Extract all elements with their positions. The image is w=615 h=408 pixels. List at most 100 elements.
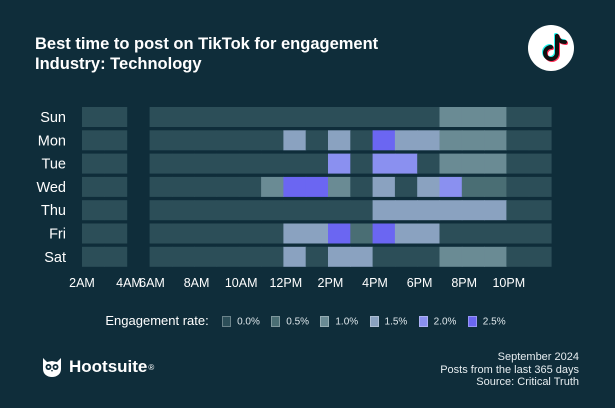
heatmap-cell	[461, 107, 485, 127]
heatmap-cell	[506, 107, 530, 127]
row-label: Thu	[41, 203, 66, 219]
footer-source: Source: Critical Truth	[476, 376, 579, 388]
legend-swatch	[320, 316, 330, 328]
heatmap-cell	[82, 223, 105, 244]
heatmap-cell	[82, 200, 105, 221]
legend-item: 2.0%	[418, 314, 456, 328]
heatmap-cell	[194, 246, 218, 267]
heatmap-cell	[305, 107, 329, 127]
x-tick-label: 6AM	[139, 276, 165, 290]
heatmap-cell	[484, 246, 507, 267]
heatmap-cell	[261, 130, 284, 151]
legend-item: 1.5%	[369, 314, 408, 328]
heatmap-cell	[104, 153, 128, 174]
legend-label: 2.5%	[482, 316, 506, 328]
heatmap-cell	[417, 200, 441, 221]
heatmap-cell	[82, 130, 105, 151]
heatmap-cell	[261, 107, 284, 127]
heatmap-cell	[484, 200, 507, 221]
heatmap-cell	[350, 223, 374, 244]
x-tick-label: 6PM	[407, 276, 433, 290]
heatmap-cell	[216, 200, 240, 221]
heatmap-cell	[305, 200, 329, 221]
hootsuite-logo: Hootsuite ®	[40, 354, 154, 380]
heatmap-cell	[194, 200, 218, 221]
heatmap-cell	[394, 153, 418, 174]
legend-item: 0.5%	[271, 314, 309, 328]
heatmap-cell	[439, 107, 463, 127]
row-label: Mon	[38, 133, 66, 149]
heatmap-cell	[261, 153, 284, 174]
heatmap-cell	[328, 153, 351, 174]
heatmap-cell	[372, 107, 396, 127]
heatmap-cell	[149, 107, 173, 127]
heatmap-cell	[104, 176, 128, 197]
legend-item: 0.0%	[222, 314, 260, 328]
legend-label: 1.5%	[384, 316, 408, 328]
heatmap-cell	[528, 107, 552, 127]
heatmap-cell	[484, 176, 507, 197]
heatmap-cell	[417, 246, 441, 267]
legend-title: Engagement rate:	[105, 313, 209, 329]
x-tick-label: 8AM	[184, 276, 210, 290]
heatmap-cell	[461, 130, 485, 151]
heatmap-cell	[216, 130, 240, 151]
row-label: Wed	[36, 180, 66, 196]
heatmap-cell	[283, 153, 307, 174]
heatmap-cell	[149, 200, 173, 221]
heatmap-cell	[372, 153, 396, 174]
heatmap-cell	[439, 153, 463, 174]
footer-notes: September 2024 Posts from the last 365 d…	[440, 351, 579, 389]
heatmap-cell	[305, 223, 329, 244]
heatmap-cell	[506, 223, 530, 244]
row-label: Tue	[42, 157, 66, 173]
legend-item: 2.5%	[467, 314, 506, 328]
chart-subtitle: Industry: Technology	[35, 55, 202, 73]
heatmap-cell	[328, 200, 351, 221]
legend-swatch	[418, 316, 428, 328]
heatmap-cell	[372, 200, 396, 221]
heatmap-cell	[484, 223, 507, 244]
legend-label: 1.0%	[335, 316, 359, 328]
heatmap-cell	[238, 107, 262, 127]
heatmap-cell	[417, 223, 441, 244]
heatmap-cell	[238, 176, 262, 197]
tiktok-logo-icon	[528, 25, 574, 71]
heatmap-cell	[439, 246, 463, 267]
brand-name: Hootsuite	[69, 357, 148, 376]
heatmap-cell	[104, 200, 128, 221]
heatmap-cell	[171, 200, 195, 221]
row-label: Fri	[49, 227, 66, 243]
heatmap-cell	[350, 153, 374, 174]
heatmap-cell	[149, 246, 173, 267]
heatmap-cell	[283, 246, 307, 267]
heatmap-cell	[171, 130, 195, 151]
heatmap-cell	[305, 246, 329, 267]
legend-swatch	[271, 316, 281, 328]
heatmap-cell	[149, 223, 173, 244]
heatmap-cell	[104, 130, 128, 151]
heatmap-cell	[528, 153, 552, 174]
heatmap-cell	[149, 153, 173, 174]
owl-icon	[43, 358, 61, 377]
heatmap-cell	[328, 176, 351, 197]
legend-swatch	[369, 316, 379, 328]
heatmap-cell	[350, 246, 374, 267]
heatmap-cell	[104, 107, 128, 127]
heatmap-cell	[261, 246, 284, 267]
heatmap-cell	[328, 246, 351, 267]
heatmap-cell	[394, 200, 418, 221]
heatmap-cell	[417, 130, 441, 151]
heatmap-cell	[528, 200, 552, 221]
heatmap-cell	[261, 200, 284, 221]
heatmap-cell	[439, 130, 463, 151]
heatmap-cell	[417, 176, 441, 197]
row-label: Sun	[40, 110, 66, 126]
heatmap-cell	[461, 200, 485, 221]
heatmap-cell	[216, 107, 240, 127]
heatmap-cell	[261, 176, 284, 197]
heatmap-cell	[461, 223, 485, 244]
x-tick-label: 4PM	[362, 276, 388, 290]
heatmap-cell	[305, 153, 329, 174]
